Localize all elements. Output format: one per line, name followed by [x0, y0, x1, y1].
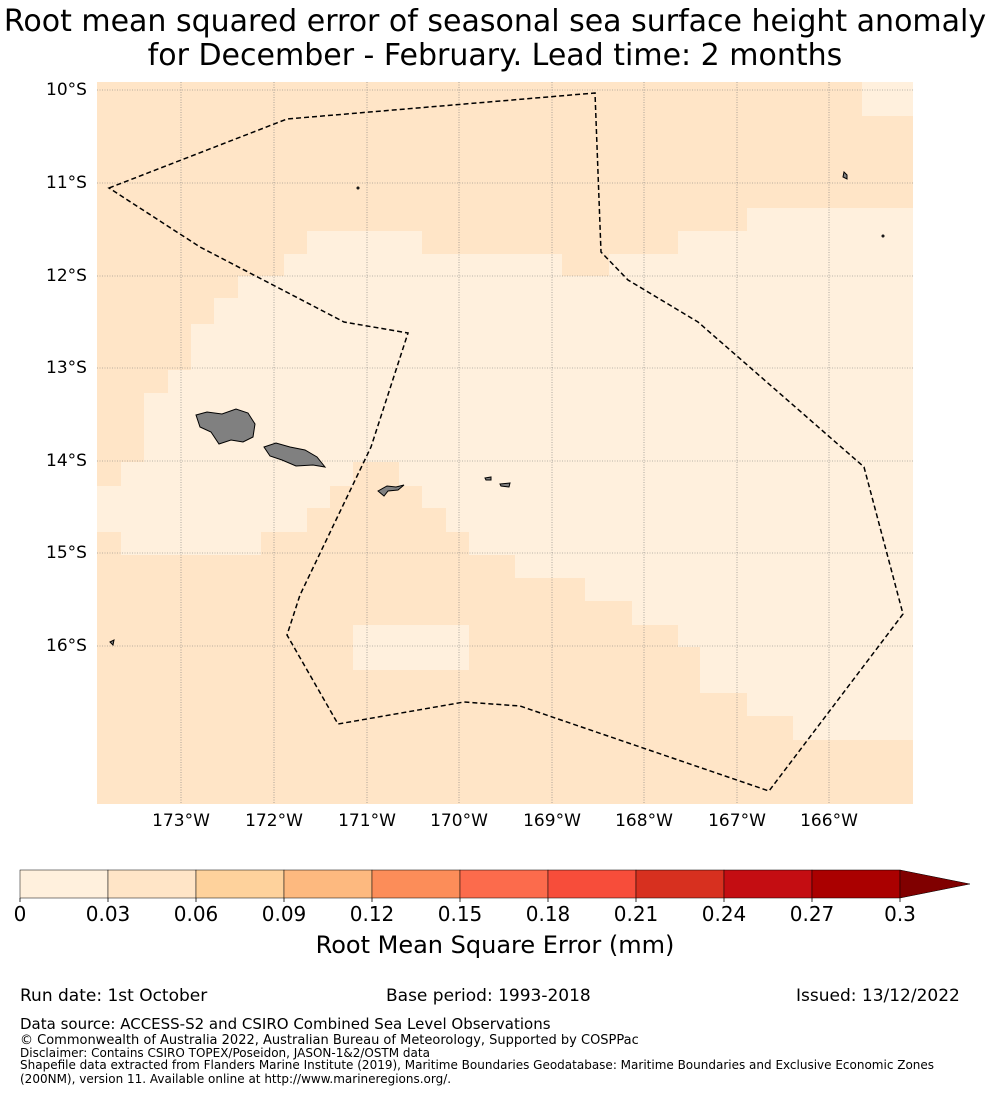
lat-label-15s: 15°S [46, 543, 87, 563]
cb-tick-0: 0 [13, 902, 27, 926]
colorbar-segment-1 [107, 869, 197, 899]
colorbar-segment-7 [635, 869, 725, 899]
lat-label-10s: 10°S [46, 80, 87, 100]
cb-tick-009: 0.09 [261, 902, 307, 926]
lon-label-167w: 167°W [708, 811, 766, 831]
lat-label-13s: 13°S [46, 358, 87, 378]
base-period: Base period: 1993-2018 [386, 986, 591, 1006]
cb-tick-027: 0.27 [789, 902, 835, 926]
cb-tick-003: 0.03 [85, 902, 131, 926]
western-islet [109, 639, 115, 647]
cb-tick-006: 0.06 [173, 902, 219, 926]
cb-tick-021: 0.21 [613, 902, 659, 926]
colorbar-segment-4 [371, 869, 461, 899]
run-date: Run date: 1st October [20, 986, 208, 1006]
cb-tick-024: 0.24 [701, 902, 747, 926]
field-low-region [97, 82, 913, 740]
colorbar [19, 869, 971, 902]
disclaimer: Disclaimer: Contains CSIRO TOPEX/Poseido… [20, 1046, 430, 1060]
data-source: Data source: ACCESS-S2 and CSIRO Combine… [20, 1015, 551, 1033]
lat-label-14s: 14°S [46, 451, 87, 471]
map-title-line2: for December - February. Lead time: 2 mo… [147, 38, 843, 73]
colorbar-segment-9 [811, 869, 901, 899]
lat-label-16s: 16°S [46, 636, 87, 656]
colorbar-segment-6 [547, 869, 637, 899]
lon-label-169w: 169°W [523, 811, 581, 831]
rmse-field [97, 82, 913, 804]
issued-date: Issued: 13/12/2022 [796, 986, 960, 1006]
colorbar-segment-0 [19, 869, 109, 899]
colorbar-label: Root Mean Square Error (mm) [315, 931, 675, 959]
lon-label-166w: 166°W [800, 811, 858, 831]
upolu-island [263, 442, 327, 468]
tau-island [499, 482, 511, 488]
tutuila-island [377, 484, 405, 497]
cb-tick-018: 0.18 [525, 902, 571, 926]
samoa-land [109, 170, 885, 647]
lon-label-171w: 171°W [338, 811, 396, 831]
copyright: © Commonwealth of Australia 2022, Austra… [20, 1033, 639, 1048]
eez-boundary [107, 92, 904, 792]
colorbar-extend-arrow [899, 869, 971, 899]
lat-label-11s: 11°S [46, 173, 87, 193]
swains-island [842, 170, 848, 180]
colorbar-segment-5 [459, 869, 549, 899]
map-title-line1: Root mean squared error of seasonal sea … [3, 4, 987, 39]
shapefile-credit: Shapefile data extracted from Flanders M… [20, 1058, 935, 1086]
colorbar-segment-8 [723, 869, 813, 899]
lat-label-12s: 12°S [46, 266, 87, 286]
lon-label-172w: 172°W [245, 811, 303, 831]
lon-label-173w: 173°W [152, 811, 210, 831]
colorbar-segment-2 [195, 869, 285, 899]
savaii-island [195, 408, 256, 445]
islet-b [881, 234, 885, 238]
cb-tick-015: 0.15 [437, 902, 483, 926]
islet-a [356, 186, 360, 190]
ofu-olosega-island [484, 476, 492, 481]
cb-tick-012: 0.12 [349, 902, 395, 926]
graticule [97, 82, 913, 804]
lon-label-170w: 170°W [430, 811, 488, 831]
cb-tick-03: 0.3 [884, 902, 916, 926]
lon-label-168w: 168°W [615, 811, 673, 831]
colorbar-segment-3 [283, 869, 373, 899]
